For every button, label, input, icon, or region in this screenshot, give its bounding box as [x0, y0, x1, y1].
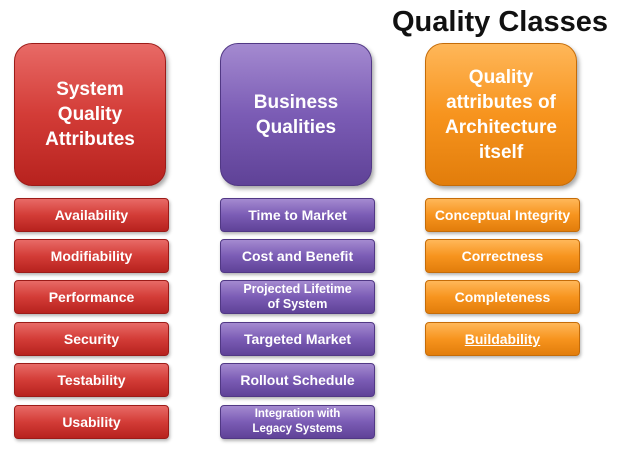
header-architecture-quality: Quality attributes of Architecture itsel… — [425, 43, 577, 186]
item-usability: Usability — [14, 405, 169, 439]
diagram-title: Quality Classes — [392, 6, 608, 38]
item-availability: Availability — [14, 198, 169, 232]
header-business-qualities: Business Qualities — [220, 43, 372, 186]
item-time-to-market: Time to Market — [220, 198, 375, 232]
item-conceptual-integrity: Conceptual Integrity — [425, 198, 580, 232]
item-completeness: Completeness — [425, 280, 580, 314]
item-security: Security — [14, 322, 169, 356]
item-correctness: Correctness — [425, 239, 580, 273]
item-performance: Performance — [14, 280, 169, 314]
item-cost-and-benefit: Cost and Benefit — [220, 239, 375, 273]
item-rollout-schedule: Rollout Schedule — [220, 363, 375, 397]
item-modifiability: Modifiability — [14, 239, 169, 273]
item-buildability[interactable]: Buildability — [425, 322, 580, 356]
item-testability: Testability — [14, 363, 169, 397]
header-system-quality-attributes: System Quality Attributes — [14, 43, 166, 186]
item-integration-legacy: Integration with Legacy Systems — [220, 405, 375, 439]
item-targeted-market: Targeted Market — [220, 322, 375, 356]
item-projected-lifetime: Projected Lifetime of System — [220, 280, 375, 314]
